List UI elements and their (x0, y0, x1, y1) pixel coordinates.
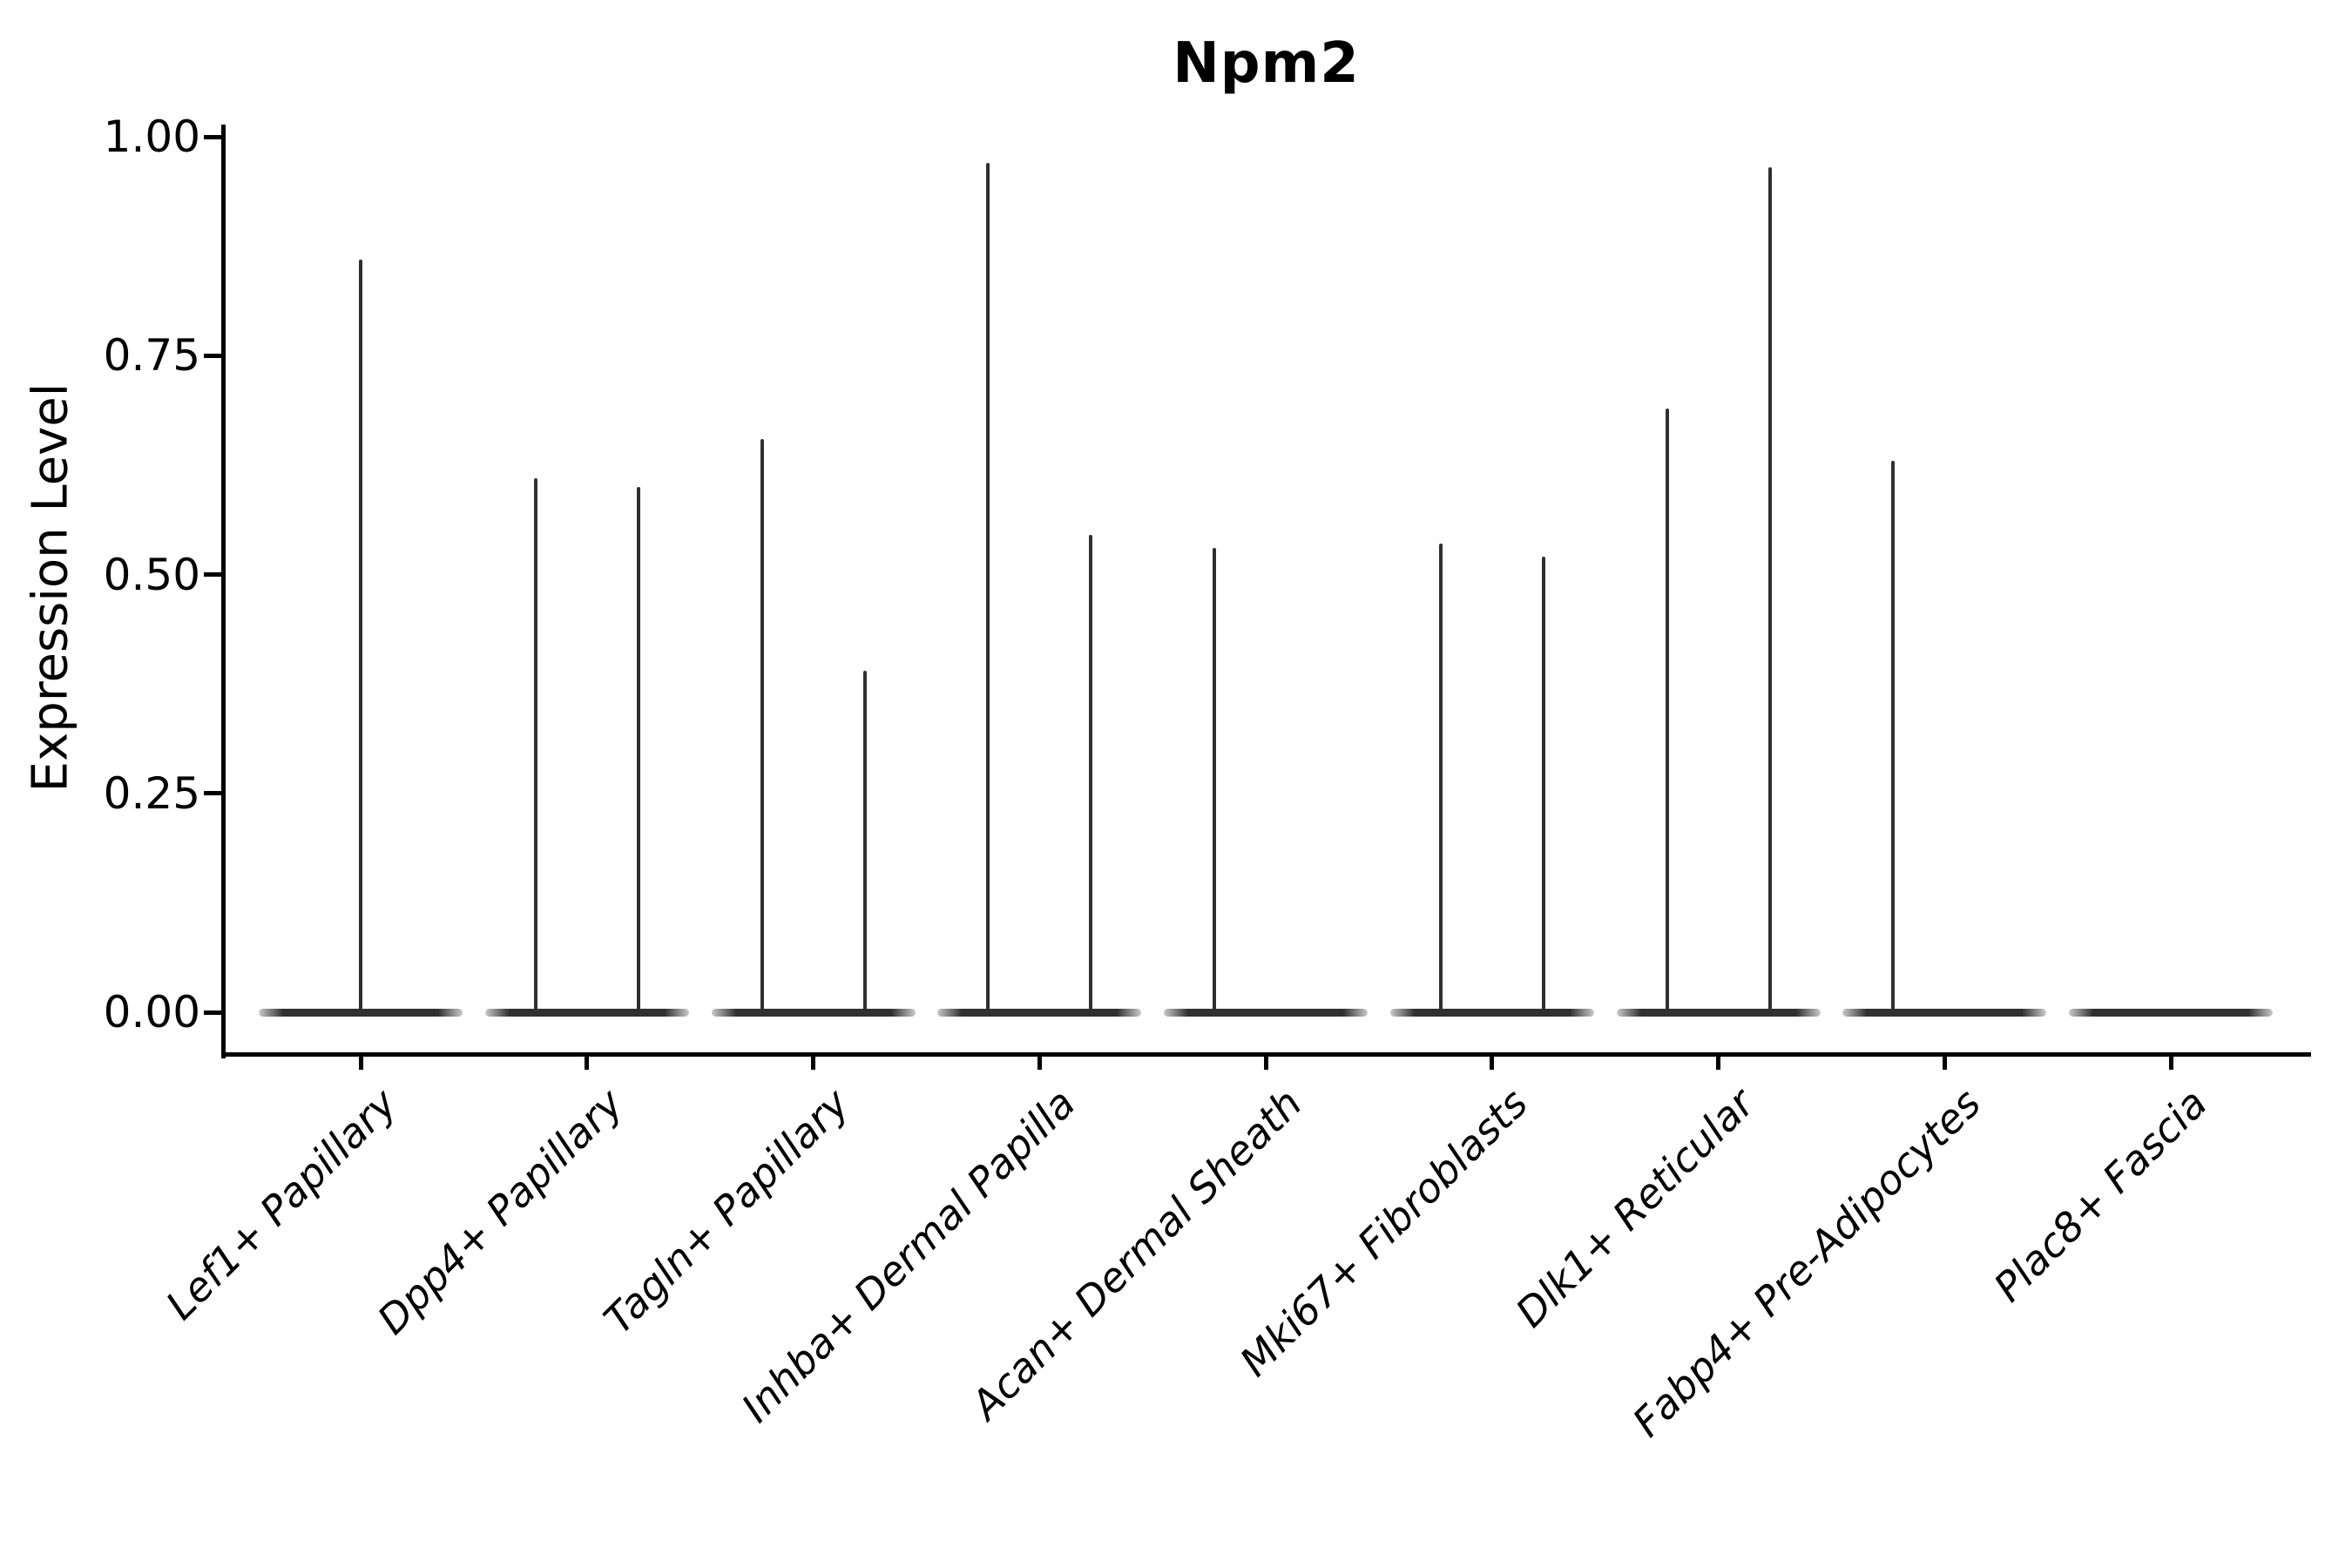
x-tick (1263, 1054, 1268, 1070)
x-tick (811, 1054, 815, 1070)
plot-title: Npm2 (1173, 31, 1360, 96)
violin-baseline (937, 1008, 1142, 1017)
x-tick (1942, 1054, 1947, 1070)
x-tick (1490, 1054, 1495, 1070)
violin-baseline (484, 1008, 689, 1017)
y-tick-label: 1.00 (103, 112, 200, 162)
y-tick-label: 0.50 (103, 549, 200, 600)
violin-spike (760, 438, 764, 1016)
violin-spike (1767, 167, 1772, 1016)
x-tick (1716, 1054, 1720, 1070)
y-tick (204, 353, 223, 358)
violin-spike (1089, 535, 1093, 1016)
y-tick-label: 0.00 (103, 987, 200, 1037)
violin-baseline (2069, 1008, 2273, 1017)
x-tick (2168, 1054, 2173, 1070)
violin-spike (359, 259, 362, 1016)
x-tick-label: Lef1+ Papillary (156, 1079, 406, 1329)
violin-spike (862, 671, 867, 1016)
violin-spike (1213, 548, 1216, 1016)
x-tick (1037, 1054, 1042, 1070)
violin-spike (1541, 557, 1545, 1016)
y-tick (204, 791, 223, 796)
violin-spike (636, 487, 640, 1016)
x-tick-label: Dpp4+ Papillary (368, 1079, 632, 1343)
x-tick-label: Tagln+ Papillary (594, 1079, 858, 1343)
x-tick (358, 1054, 363, 1070)
y-tick (204, 134, 223, 139)
violin-baseline (1389, 1008, 1594, 1017)
violin-baseline (1616, 1008, 1821, 1017)
violin-baseline (1842, 1008, 2047, 1017)
y-tick (204, 1010, 223, 1015)
y-axis-line (221, 125, 226, 1058)
violin-spike (986, 163, 990, 1016)
y-tick (204, 572, 223, 577)
x-tick-label: Plac8+ Fascia (1984, 1079, 2216, 1311)
violin-spike (1665, 408, 1669, 1016)
x-tick-label: Dlk1+ Reticular (1506, 1079, 1763, 1336)
violin-spike (1891, 460, 1896, 1016)
x-tick (585, 1054, 590, 1070)
violin-spike (1438, 544, 1443, 1016)
y-tick-label: 0.25 (103, 767, 200, 819)
violin-baseline (1164, 1008, 1368, 1017)
violin-spike (533, 477, 537, 1016)
y-tick-label: 0.75 (103, 330, 200, 382)
violin-baseline (711, 1008, 916, 1017)
